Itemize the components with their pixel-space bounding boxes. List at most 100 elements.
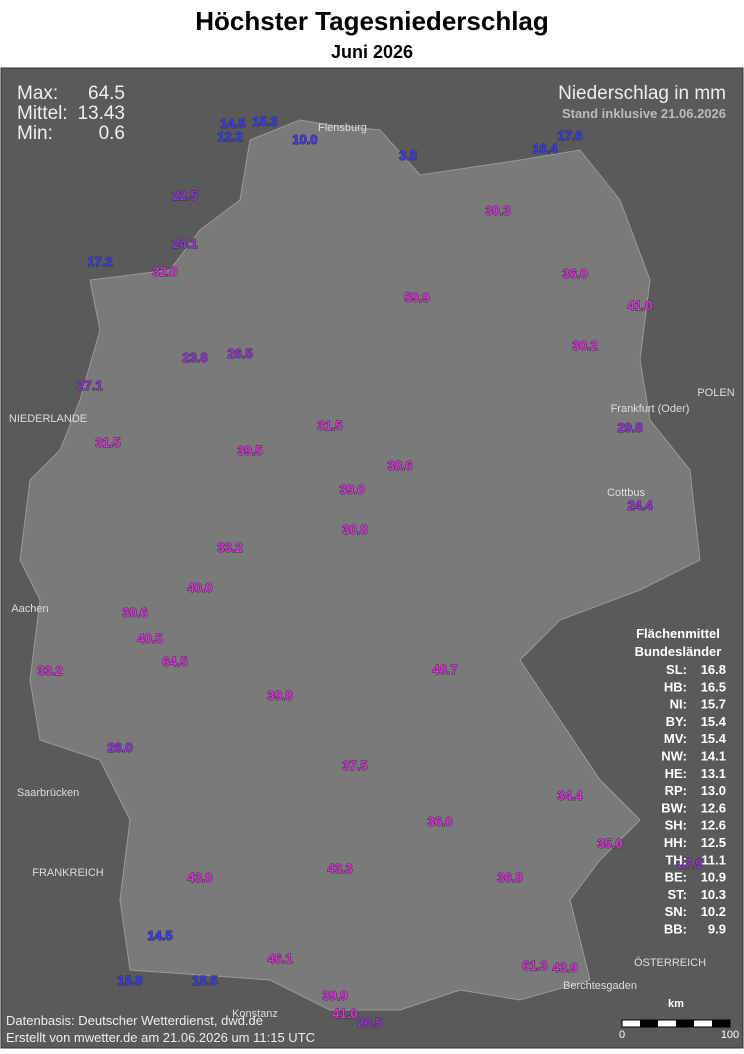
- place-label: Berchtesgaden: [563, 980, 637, 992]
- station-value: 24.1: [172, 236, 197, 251]
- stat-label: Min:: [17, 123, 53, 144]
- station-value: 39.0: [339, 482, 364, 497]
- means-state: NI:: [670, 697, 687, 712]
- means-state: TH:: [665, 852, 687, 867]
- means-state: ST:: [668, 887, 688, 902]
- stat-value: 64.5: [88, 83, 125, 104]
- stations: 14.5 15.3 12.2 10.0 3.5 17.616.4 22.5 30.3 24.1 1…: [37, 114, 703, 1031]
- place-label: Konstanz: [232, 1008, 278, 1020]
- station-value: 15.8: [117, 973, 142, 988]
- station-value: 23.8: [182, 350, 207, 365]
- means-value: 12.6: [701, 818, 726, 833]
- legend-stand: Stand inklusive 21.06.2026: [562, 106, 726, 121]
- germany-shape: [19, 119, 701, 1011]
- station-value: 39.9: [322, 988, 347, 1003]
- means-value: 12.5: [701, 835, 726, 850]
- scale-unit: km: [668, 998, 684, 1010]
- means-state: HH:: [664, 835, 687, 850]
- station-value: 41.0: [627, 298, 652, 313]
- station-value: 36.8: [497, 870, 522, 885]
- means-title: Flächenmittel: [636, 626, 720, 641]
- footer-source: Datenbasis: Deutscher Wetterdienst, dwd.…: [6, 1013, 263, 1028]
- station-value: 26.5: [227, 346, 252, 361]
- station-value: 39.5: [237, 443, 262, 458]
- station-value: 15.3: [252, 114, 277, 129]
- means-state: RP:: [665, 783, 687, 798]
- station-value: 34.4: [557, 788, 583, 803]
- station-value: 24.4: [627, 498, 653, 513]
- station-value: 41.0: [332, 1006, 357, 1021]
- station-value: 35.0: [597, 836, 622, 851]
- station-value: 40.0: [187, 580, 212, 595]
- station-value: 27.9: [677, 856, 702, 871]
- station-value: 14.5: [147, 928, 172, 943]
- place-label: FRANKREICH: [32, 867, 104, 879]
- means-state: NW:: [661, 749, 687, 764]
- means-value: 13.0: [701, 783, 726, 798]
- place-label: Cottbus: [607, 487, 645, 499]
- means-state: HE:: [665, 766, 687, 781]
- means-subtitle: Bundesländer: [635, 644, 722, 659]
- means-state: SH:: [665, 818, 687, 833]
- stat-label: Max:: [17, 83, 58, 104]
- means-value: 15.4: [701, 714, 727, 729]
- station-value: 29.8: [617, 420, 642, 435]
- legend-title: Niederschlag in mm: [558, 83, 726, 104]
- place-label: Flensburg: [318, 122, 367, 134]
- stats: Max: 64.5 Mittel: 13.43 Min: 0.6: [17, 83, 125, 144]
- scale-bar-seg: [676, 1020, 694, 1027]
- scale-end: 100: [721, 1029, 739, 1041]
- stat-value: 13.43: [77, 103, 125, 124]
- means-state: HB:: [664, 679, 687, 694]
- footer-created: Erstellt von mwetter.de am 21.06.2026 um…: [6, 1030, 315, 1045]
- station-value: 43.9: [552, 960, 577, 975]
- place-label: Frankfurt (Oder): [611, 403, 690, 415]
- means-value: 11.1: [701, 852, 726, 867]
- means-value: 15.4: [701, 731, 727, 746]
- scale-bar-seg: [712, 1020, 730, 1027]
- station-value: 48.7: [432, 662, 457, 677]
- station-value: 30.8: [342, 522, 367, 537]
- station-value: 39.8: [267, 688, 292, 703]
- station-value: 16.4: [532, 141, 558, 156]
- station-value: 17.6: [557, 128, 582, 143]
- means-state: SL:: [666, 662, 687, 677]
- station-value: 22.5: [172, 188, 197, 203]
- station-value: 31.5: [95, 435, 120, 450]
- station-value: 30.2: [572, 338, 597, 353]
- station-value: 33.2: [37, 663, 62, 678]
- station-value: 36.0: [427, 814, 452, 829]
- station-value: 61.3: [522, 958, 547, 973]
- place-label: Saarbrücken: [17, 787, 79, 799]
- station-value: 43.3: [327, 861, 352, 876]
- means-table: SL: 16.8 HB: 16.5 NI: 15.7 BY: 15.4 MV: 15.4 NW: 14…: [661, 662, 727, 937]
- station-value: 43.0: [187, 870, 212, 885]
- station-value: 31.5: [317, 418, 342, 433]
- station-value: 46.1: [267, 951, 292, 966]
- means-value: 13.1: [701, 766, 726, 781]
- station-value: 12.2: [217, 129, 242, 144]
- title: Höchster Tagesniederschlag: [195, 6, 549, 36]
- means-state: MV:: [664, 731, 687, 746]
- station-value: 38.6: [387, 458, 412, 473]
- stat-value: 0.6: [99, 123, 125, 144]
- stat-label: Mittel:: [17, 103, 68, 124]
- means-value: 16.8: [701, 662, 726, 677]
- station-value: 20.5: [357, 1015, 382, 1030]
- station-value: 36.0: [562, 266, 587, 281]
- station-value: 64.5: [162, 654, 187, 669]
- station-value: 33.2: [217, 540, 242, 555]
- scale-bar-seg: [640, 1020, 658, 1027]
- station-value: 17.2: [87, 254, 112, 269]
- station-value: 15.5: [192, 973, 217, 988]
- place-label: ÖSTERREICH: [634, 957, 706, 969]
- station-value: 14.5: [220, 116, 245, 131]
- means-value: 9.9: [708, 922, 726, 937]
- means-state: BW:: [661, 800, 687, 815]
- means-state: BB:: [664, 922, 687, 937]
- station-value: 30.6: [122, 605, 147, 620]
- station-value: 26.0: [107, 740, 132, 755]
- place-label: NIEDERLANDE: [9, 413, 87, 425]
- place-label: POLEN: [697, 387, 734, 399]
